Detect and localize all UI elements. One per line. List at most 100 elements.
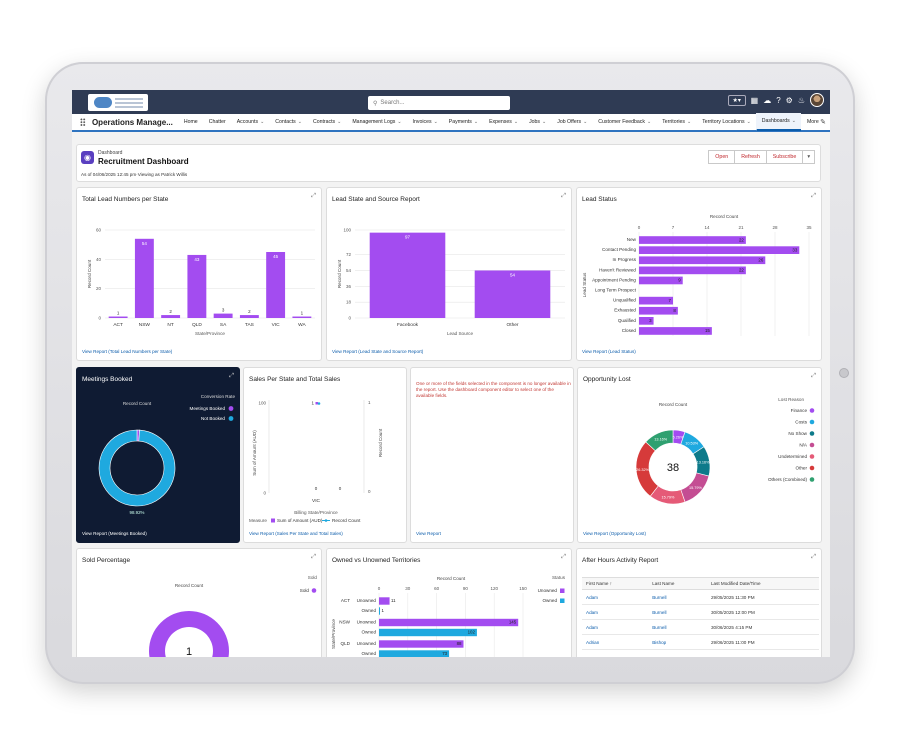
chevron-down-icon[interactable]: ⌄ xyxy=(260,119,265,125)
column-header[interactable]: First Name ↑ xyxy=(582,577,649,590)
view-report-link[interactable]: View Report (Meetings Booked) xyxy=(82,531,147,536)
chevron-down-icon[interactable]: ⌄ xyxy=(583,119,588,125)
nav-item-more[interactable]: More ⌄ xyxy=(801,113,830,131)
nav-item-expenses[interactable]: Expenses ⌄ xyxy=(483,113,523,131)
legend-title: Lost Reason xyxy=(778,397,804,402)
bar xyxy=(108,316,128,318)
bar xyxy=(639,246,800,254)
first-name-link[interactable]: Adrian xyxy=(582,634,649,650)
chevron-down-icon[interactable]: ⌄ xyxy=(686,119,692,125)
expand-icon[interactable]: ⤢ xyxy=(229,373,234,379)
view-report-link[interactable]: View Report xyxy=(416,531,441,536)
y-tick-label: 100 xyxy=(343,228,351,233)
last-name-link[interactable]: Burnell xyxy=(648,619,707,635)
expand-icon[interactable]: ⤢ xyxy=(811,373,816,379)
chevron-down-icon[interactable]: ⌄ xyxy=(473,119,479,125)
expand-icon[interactable]: ⤢ xyxy=(811,193,816,199)
nav-item-accounts[interactable]: Accounts ⌄ xyxy=(231,113,270,131)
last-name-link[interactable]: Burnell xyxy=(648,589,707,605)
help-icon[interactable]: ? xyxy=(776,95,781,105)
tablet-home-button xyxy=(839,368,849,378)
expand-icon[interactable]: ⤢ xyxy=(561,193,566,199)
legend-swatch xyxy=(809,442,815,448)
favorites-button[interactable]: ★▾ xyxy=(727,94,746,106)
nav-item-contracts[interactable]: Contracts ⌄ xyxy=(307,113,346,131)
legend-label: Undetermined xyxy=(778,454,807,459)
org-logo[interactable] xyxy=(88,94,148,111)
nav-item-jobs[interactable]: Jobs ⌄ xyxy=(523,113,551,131)
nav-item-home[interactable]: Home xyxy=(178,113,203,131)
column-header[interactable]: Last Modified Date/Time xyxy=(706,577,819,590)
y-tick-label: Unqualified xyxy=(613,298,636,303)
expand-icon[interactable]: ⤢ xyxy=(311,554,316,560)
expand-icon[interactable]: ⤢ xyxy=(311,193,316,199)
chevron-down-icon[interactable]: ⌄ xyxy=(791,118,796,124)
nav-item-payments[interactable]: Payments ⌄ xyxy=(443,113,483,131)
expand-icon[interactable]: ⤢ xyxy=(561,554,566,560)
last-name-link[interactable]: Bishop xyxy=(648,634,707,650)
card-title: Lead State and Source Report xyxy=(332,196,420,203)
nav-item-chatter[interactable]: Chatter xyxy=(203,113,231,131)
nav-item-management-logs[interactable]: Management Logs ⌄ xyxy=(346,113,406,131)
x-axis-label: Billing State/Province xyxy=(294,510,338,515)
refresh-button[interactable]: Refresh xyxy=(735,150,767,164)
expand-icon[interactable]: ⤢ xyxy=(811,554,816,560)
nav-item-contacts[interactable]: Contacts ⌄ xyxy=(269,113,307,131)
column-header[interactable]: Last Name xyxy=(648,577,707,590)
nav-item-label: Management Logs xyxy=(352,119,396,125)
view-report-link[interactable]: View Report (Total Lead Numbers per Stat… xyxy=(82,349,173,354)
subscribe-button[interactable]: Subscribe xyxy=(766,150,804,164)
bar xyxy=(639,306,678,315)
view-report-link[interactable]: View Report (Lead State and Source Repor… xyxy=(332,349,424,354)
edit-nav-pencil-icon[interactable]: ✎ xyxy=(820,119,826,126)
nav-item-label: Accounts xyxy=(236,119,259,125)
last-name-link[interactable]: Burnell xyxy=(648,604,707,620)
nav-item-territory-locations[interactable]: Territory Locations ⌄ xyxy=(696,113,756,131)
nav-item-dashboards[interactable]: Dashboards ⌄ xyxy=(755,113,801,131)
cloud-icon[interactable]: ☁ xyxy=(763,95,772,105)
bar xyxy=(266,252,286,318)
bar-value-label: 11 xyxy=(391,598,396,603)
chevron-down-icon[interactable]: ⌄ xyxy=(433,119,438,125)
y-tick-label: Long Term Prospect xyxy=(595,288,637,293)
y-tick-label: 0 xyxy=(98,316,101,321)
x-tick-label: 90 xyxy=(463,586,469,591)
first-name-link[interactable]: Adam xyxy=(582,604,649,620)
nav-item-customer-feedback[interactable]: Customer Feedback ⌄ xyxy=(592,113,656,131)
legend-swatch xyxy=(324,519,328,522)
view-report-link[interactable]: View Report (Lead Status) xyxy=(582,349,636,354)
x-tick-label: ACT xyxy=(113,322,123,328)
user-avatar[interactable] xyxy=(810,93,824,107)
view-report-link[interactable]: View Report (Sales Per State and Total S… xyxy=(249,531,343,536)
chevron-down-icon[interactable]: ⌄ xyxy=(746,119,751,125)
nav-item-territories[interactable]: Territories ⌄ xyxy=(656,113,696,131)
open-button[interactable]: Open xyxy=(708,150,736,164)
view-report-link[interactable]: View Report (Opportunity Lost) xyxy=(583,531,646,536)
chevron-down-icon[interactable]: ⌄ xyxy=(513,119,519,125)
chevron-down-icon[interactable]: ⌄ xyxy=(820,119,825,125)
chevron-down-icon[interactable]: ⌄ xyxy=(337,119,342,125)
bar-value-label: 15 xyxy=(705,328,710,333)
nav-item-invoices[interactable]: Invoices ⌄ xyxy=(407,113,443,131)
nav-item-job-offers[interactable]: Job Offers ⌄ xyxy=(551,113,592,131)
first-name-link[interactable]: Adam xyxy=(582,589,649,605)
app-launcher-icon[interactable] xyxy=(80,118,86,126)
more-actions-chevron-icon[interactable]: ▾ xyxy=(803,150,815,164)
chevron-down-icon[interactable]: ⌄ xyxy=(647,119,652,125)
x-tick-label: Facebook xyxy=(397,322,419,328)
chevron-down-icon[interactable]: ⌄ xyxy=(297,119,302,125)
donut-center-total: 1 xyxy=(186,646,192,657)
dashboard-icon: ◉ xyxy=(81,151,94,164)
bell-icon[interactable]: ♨ xyxy=(797,95,805,105)
card-component-error: One or more of the fields selected in th… xyxy=(410,367,574,543)
chart-opportunity-lost: Record Count Lost Reason Finance Costs No Sh… xyxy=(635,397,815,505)
x-axis-label: State/Province xyxy=(195,331,225,336)
global-search-input[interactable]: ⚲ Search... xyxy=(368,96,510,110)
chevron-down-icon[interactable]: ⌄ xyxy=(542,119,547,125)
app-nav-bar: Operations Manage... Home Chatter Accounts… xyxy=(72,113,830,132)
gear-icon[interactable]: ⚙ xyxy=(785,95,793,105)
chevron-down-icon[interactable]: ⌄ xyxy=(397,119,402,125)
legend-label: Costs xyxy=(795,420,807,425)
first-name-link[interactable]: Adam xyxy=(582,619,649,635)
grid-icon[interactable]: ▦ xyxy=(750,95,759,105)
